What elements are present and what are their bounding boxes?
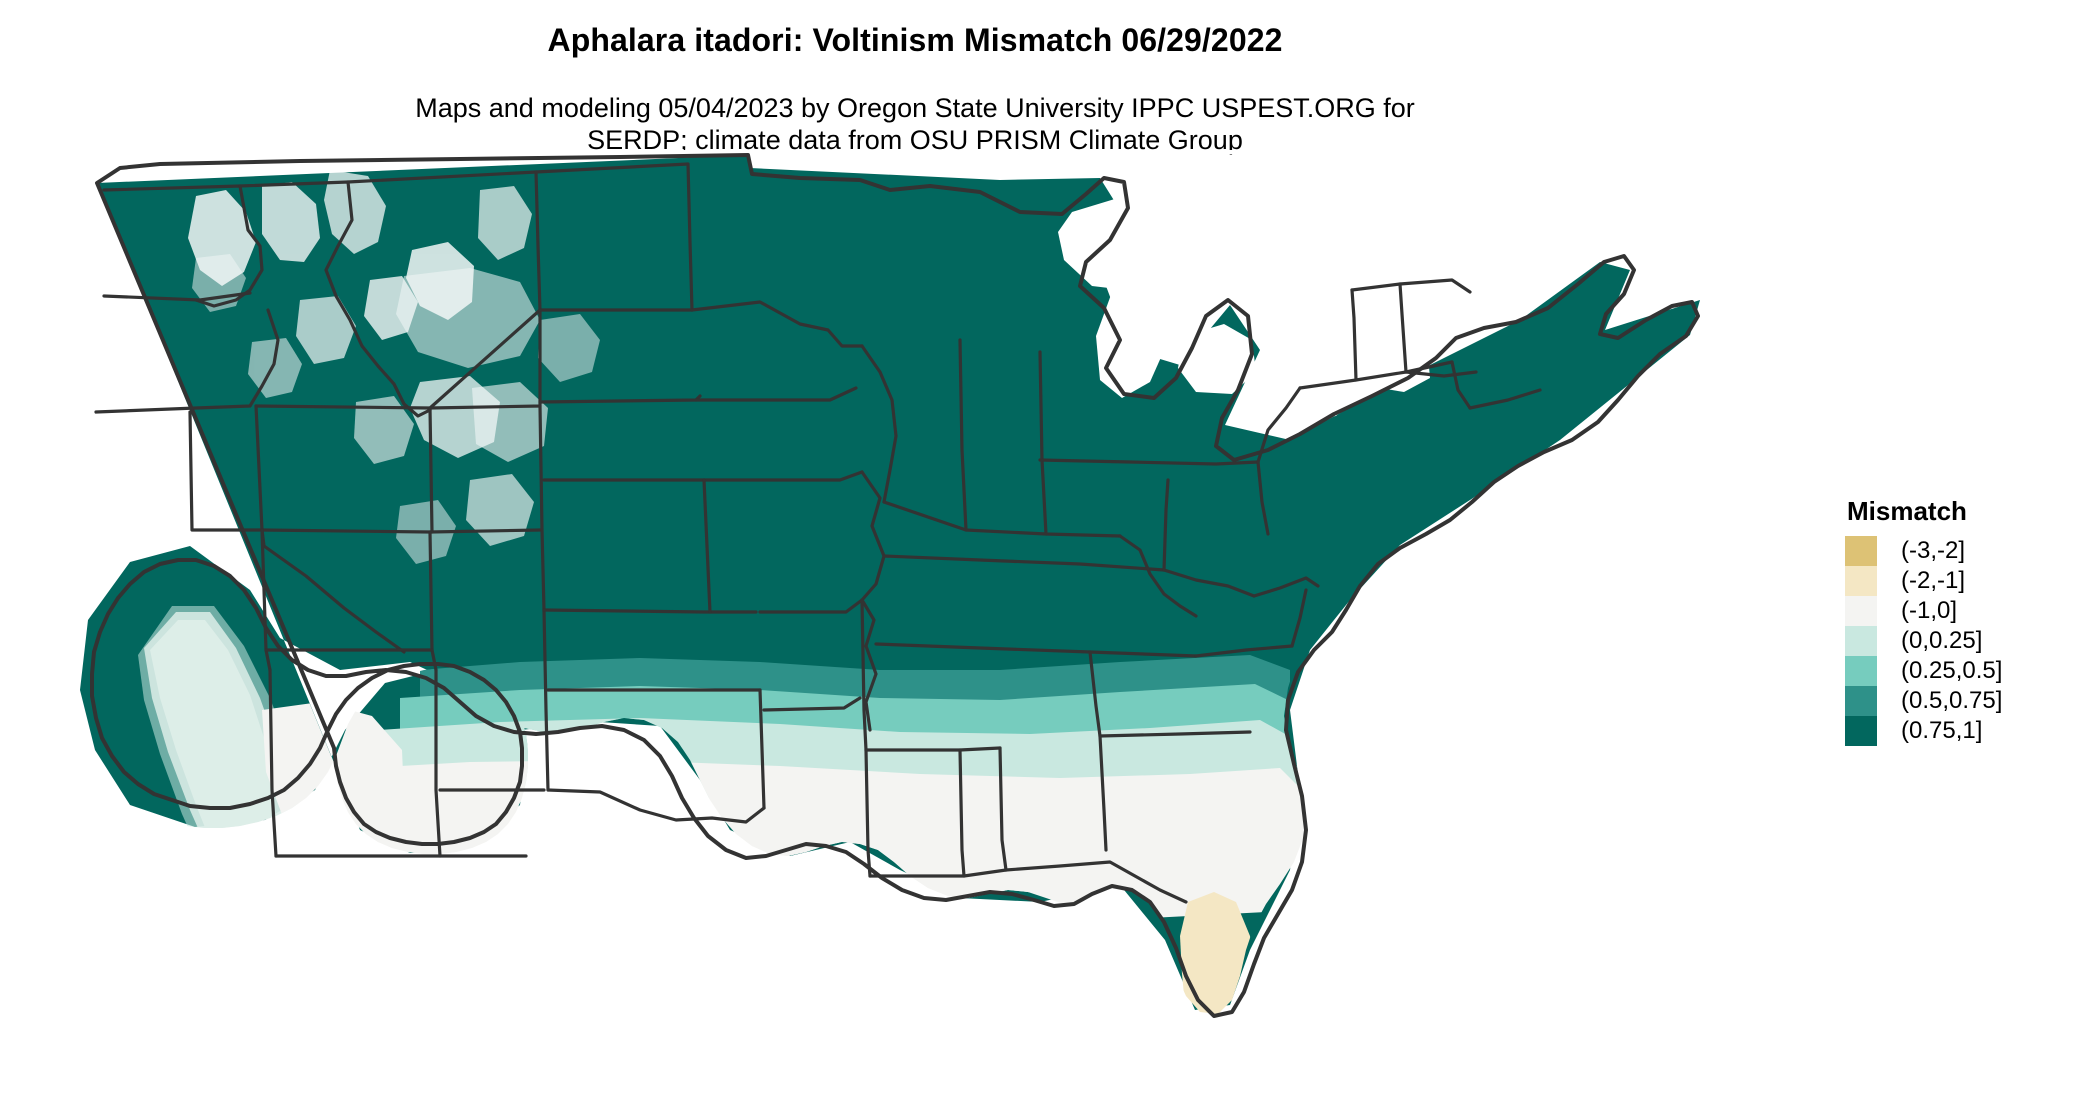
legend-label: (0.5,0.75] xyxy=(1901,687,2003,714)
legend-label: (0,0.25] xyxy=(1901,627,1983,654)
page-title: Aphalara itadori: Voltinism Mismatch 06/… xyxy=(547,22,1283,58)
legend-items: (-3,-2] (-2,-1] (-1,0] (0,0.25] (0.25,0.… xyxy=(1845,536,2085,746)
choropleth-map xyxy=(0,150,1830,1110)
legend-swatch xyxy=(1845,536,1877,566)
legend-item[interactable]: (0.25,0.5] xyxy=(1845,656,2085,686)
legend-item[interactable]: (0.5,0.75] xyxy=(1845,686,2085,716)
subtitle-line-1: Maps and modeling 05/04/2023 by Oregon S… xyxy=(415,93,1415,123)
legend-item[interactable]: (-1,0] xyxy=(1845,596,2085,626)
map-raster-layer xyxy=(0,150,1830,1014)
us-map-svg xyxy=(0,150,1830,1018)
legend-item[interactable]: (0,0.25] xyxy=(1845,626,2085,656)
legend-label: (0.25,0.5] xyxy=(1901,657,2003,684)
legend-item[interactable]: (-3,-2] xyxy=(1845,536,2085,566)
legend-label: (-3,-2] xyxy=(1901,537,1966,564)
subtitle-line-2: SERDP; climate data from OSU PRISM Clima… xyxy=(587,124,1243,155)
legend: Mismatch (-3,-2] (-2,-1] (-1,0] (0,0.25]… xyxy=(1845,498,2085,746)
legend-item[interactable]: (0.75,1] xyxy=(1845,716,2085,746)
legend-swatch xyxy=(1845,626,1877,656)
legend-swatch xyxy=(1845,656,1877,686)
legend-label: (-2,-1] xyxy=(1901,567,1966,594)
legend-label: (-1,0] xyxy=(1901,597,1958,624)
legend-swatch xyxy=(1845,716,1877,746)
legend-title: Mismatch xyxy=(1847,496,1967,526)
state-boundaries xyxy=(90,153,1700,1018)
page-subtitle: Maps and modeling 05/04/2023 by Oregon S… xyxy=(0,93,1830,157)
legend-swatch xyxy=(1845,596,1877,626)
raster-south-gradient xyxy=(330,655,1306,920)
legend-swatch xyxy=(1845,686,1877,716)
legend-label: (0.75,1] xyxy=(1901,717,1983,744)
legend-swatch xyxy=(1845,566,1877,596)
legend-item[interactable]: (-2,-1] xyxy=(1845,566,2085,596)
